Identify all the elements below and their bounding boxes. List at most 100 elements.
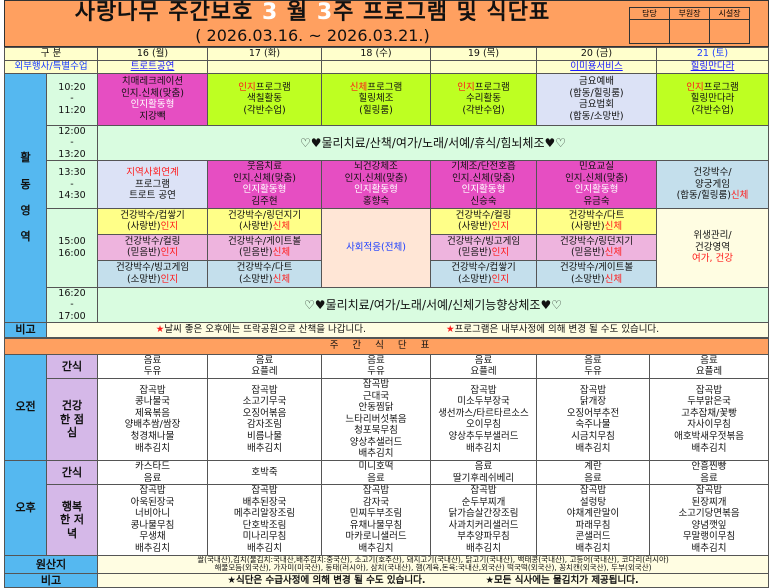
cell-text: 인지: [491, 273, 510, 285]
menu-item: 배추김치: [135, 442, 170, 454]
day-header: 19 (목): [430, 47, 537, 61]
cell-line: 유금숙: [538, 196, 655, 208]
cell-line: (각반수업): [432, 105, 535, 117]
cell-line: 민요교실: [538, 162, 655, 173]
cell-line: 여가, 건강: [658, 253, 767, 265]
menu-item: 청경채나물: [130, 431, 175, 443]
time-slot: 12:00-13:20: [46, 124, 98, 162]
program-cell: 건강박수/링던지기 (믿음반)신체: [536, 233, 657, 261]
cell-text: 건강영역: [695, 241, 730, 253]
cell-line: 인지활동형: [209, 184, 320, 196]
menu-item: 음료: [700, 354, 718, 366]
program-cell: 건강박수/컵쌓기 (소망반)인지: [430, 259, 537, 288]
cell-line: 프로그램: [99, 179, 206, 191]
menu-item: 잡곡밥: [139, 384, 166, 396]
snack-cell: 음료 요플레: [207, 353, 322, 379]
cell-line: (사랑반)신체: [209, 221, 320, 233]
time-text: 16:00: [58, 247, 86, 259]
meal-cell: 잡곡밥 감자국 민찌두부조림 유채나물무침 마카로니샐러드 배추김치: [321, 484, 431, 556]
origin-text: 쌀(국내산),김치(물김치:국내산,배추김치:중국산), 소고기(호주산), 돼…: [96, 554, 770, 574]
program-cell: 금요예배 (합동/힐링룸) 금요법회 (합동/소망반): [536, 72, 657, 126]
cell-line: 웃음치료: [209, 162, 320, 173]
cell-text: 건강박수/컬링: [455, 209, 512, 221]
common-program: ♡♥물리치료/산책/여가/노래/서예/휴식/힘뇌체조♥♡: [97, 124, 769, 162]
cell-line: (사랑반)인지: [432, 221, 535, 233]
cell-text: 인지: [160, 221, 179, 233]
cell-line: (믿음반)인지: [99, 247, 206, 259]
cell-text: 프로그램: [135, 178, 170, 190]
cell-line: 건강박수/컵쌓기: [99, 210, 206, 222]
note-label: 비고: [4, 322, 47, 338]
cell-text: 인지.신체(맞춤): [344, 172, 408, 184]
program-cell: 인지프로그램 수리활동 (각반수업): [430, 72, 537, 126]
cell-text: (사랑반): [570, 221, 605, 233]
time-text: 14:30: [58, 190, 86, 202]
cell-line: 힐링체조: [323, 93, 429, 105]
program-cell: 건강박수/빙고게임 (소망반)인지: [97, 259, 208, 288]
menu-item: 두부맑은국: [687, 396, 731, 408]
menu-item: 배추김치: [466, 442, 501, 454]
menu-item: 음료: [367, 354, 385, 366]
cell-text: (각반수업): [243, 104, 286, 116]
cell-text: (합동/힐링룸): [569, 87, 624, 99]
time-text: 13:20: [58, 148, 86, 160]
section-label-text: 활동영역: [20, 151, 31, 244]
external-row: 외부행사/특별수업 트로트공연 이미용서비스 힐링만다라: [4, 59, 769, 74]
meal-cell: 잡곡밥 두부맑은국 고추잡채/꽃빵 자사이무침 애호박새우젓볶음 배추김치: [648, 377, 770, 461]
cell-line: 인지.신체(맞춤): [209, 173, 320, 185]
meal-cell: 잡곡밥 미소두부장국 생선까스/타르타르소스 오이무침 양상추두부샐러드 배추김치: [430, 377, 537, 461]
menu-item: 잡곡밥: [579, 485, 607, 497]
note-text-2: 모든 식사에는 물김치가 제공됩니다.: [494, 574, 639, 586]
signature-box[interactable]: [629, 19, 670, 44]
cell-text: 김주현: [251, 196, 278, 208]
cell-line: (소망반)인지: [432, 274, 535, 286]
cell-line: 위생관리/: [658, 230, 767, 242]
cell-text: 사회적응(전체): [346, 241, 406, 253]
menu-item: 된장찌개: [691, 496, 727, 508]
cell-text: 신체: [272, 221, 291, 233]
cell-text: (믿음반): [238, 247, 273, 259]
signature-box[interactable]: [709, 19, 750, 44]
menu-item: 계란: [584, 460, 602, 472]
cell-text: 신승숙: [470, 196, 497, 208]
program-cell: 민요교실 인지.신체(맞춤) 인지활동형 유금숙: [536, 160, 657, 209]
cell-text: (힐링룸): [359, 104, 393, 116]
menu-item: 잡곡밥: [579, 384, 607, 396]
cell-line: 건강박수/: [658, 167, 767, 179]
cell-text: 유금숙: [583, 196, 610, 208]
origin-line: 쌀(국내산),김치(물김치:국내산,배추김치:중국산), 소고기(호주산), 돼…: [197, 555, 669, 564]
cell-text: 건강박수/빙고게임: [446, 235, 521, 247]
activity-row: 활동영역 10:20-11:20 치매레크레이션 인지.신체(맞춤) 인지활동형 지강빽 인…: [4, 72, 769, 324]
cell-text: 위생관리/: [693, 230, 732, 242]
menu-item: 콘샐러드: [575, 531, 611, 543]
menu-item: 비름나물: [247, 431, 282, 443]
menu-item: 닭개장: [579, 396, 607, 408]
day-header: 20 (금): [536, 47, 657, 61]
cell-line: (믿음반)신체: [209, 247, 320, 259]
cell-text: 인지활동형: [461, 184, 506, 196]
snack-cell: 음료 두유: [97, 353, 208, 379]
cell-line: 지역사회연계: [99, 167, 206, 179]
approval-label: 부원장: [669, 7, 710, 20]
menu-item: 콩나물무침: [130, 519, 175, 531]
program-cell: 신체프로그램 힐링체조 (힐링룸): [321, 72, 431, 126]
week-number: 3: [316, 0, 334, 25]
cell-text: 양궁게임: [695, 178, 730, 190]
cell-text: 색칠활동: [247, 93, 282, 105]
activity-subrow: 건강박수/빙고게임 (소망반)인지 건강박수/다트 (소망반)신체 건강박수/컵쌓기 (소…: [5, 259, 769, 288]
menu-row: 오전 간식 음료 두유 음료 요플레 음료 두유 음료 요플레 음료 두유 음료 요플레: [4, 353, 770, 461]
cell-line: 뇌건강체조: [323, 162, 429, 173]
menu-item: 잡곡밥: [362, 485, 390, 497]
signature-box[interactable]: [669, 19, 710, 44]
cell-line: (믿음반)신체: [538, 247, 655, 259]
note-text: ★날씨 좋은 오후에는 뜨락공원으로 산책을 나갑니다. ★프로그램은 내부사정에…: [46, 322, 769, 338]
external-cell: [207, 59, 322, 74]
cell-line: (합동/소망반): [538, 111, 655, 123]
menu-item: 음료: [700, 472, 718, 484]
cell-text: 신체: [604, 221, 623, 233]
external-label: 외부행사/특별수업: [4, 59, 98, 74]
menu-item: 잡곡밥: [470, 384, 497, 396]
cell-line: (합동/힐링룸)신체: [658, 190, 767, 202]
menu-item: 음료: [367, 472, 385, 484]
day-header: 18 (수): [321, 47, 431, 61]
